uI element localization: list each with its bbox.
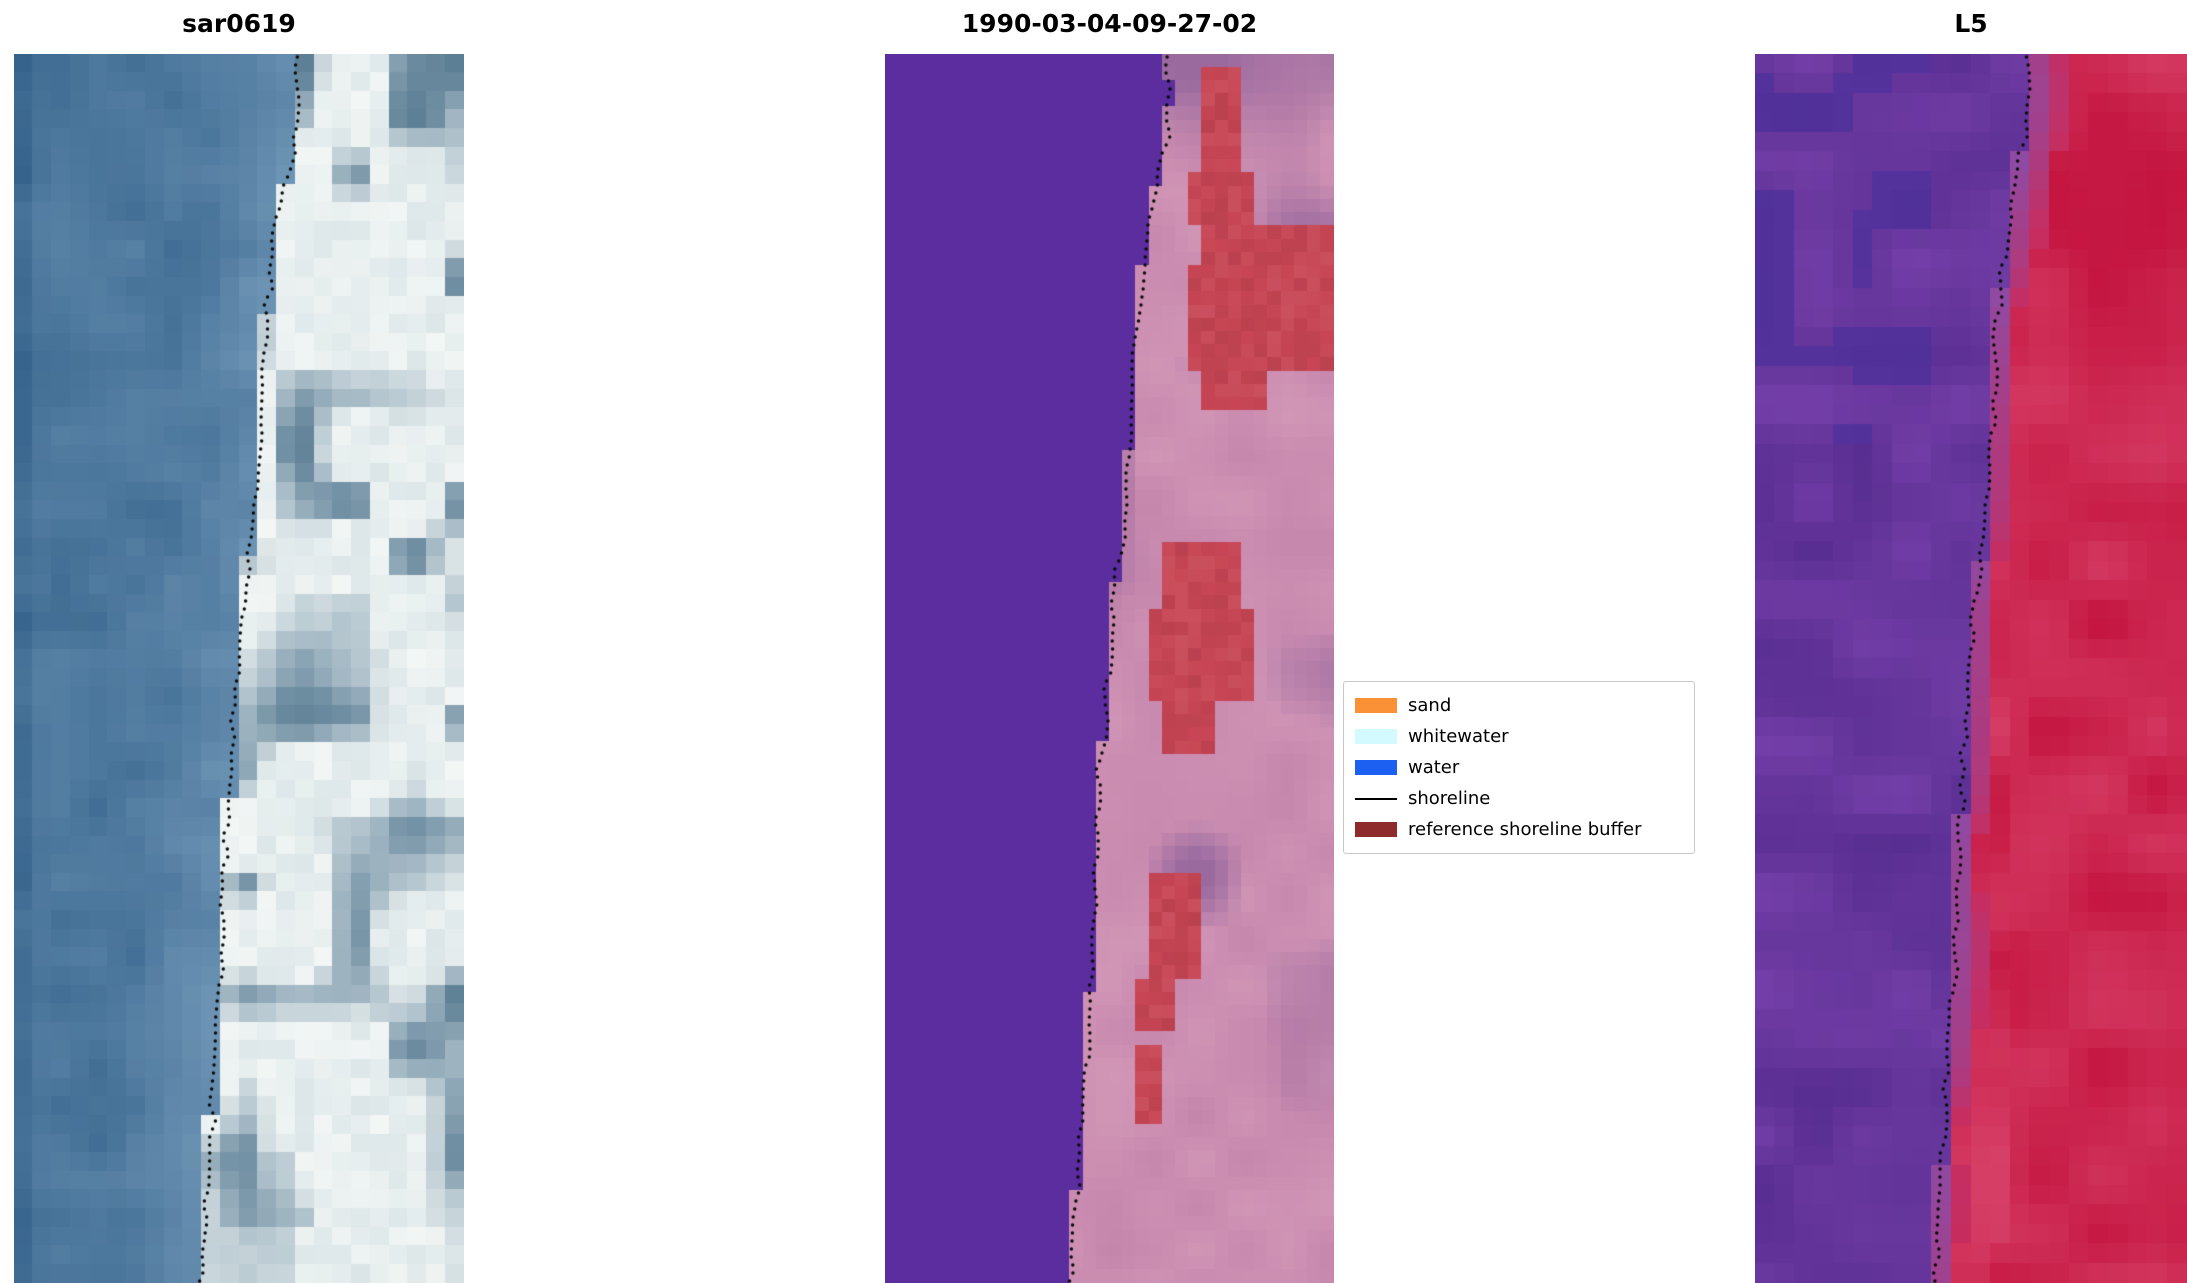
legend-item-shoreline: shoreline (1355, 783, 1683, 814)
legend-label-shoreline: shoreline (1408, 788, 1491, 809)
legend-label-sand: sand (1408, 695, 1452, 716)
legend-item-whitewater: whitewater (1355, 721, 1683, 752)
l5-image-panel (1755, 54, 2187, 1283)
legend-item-sand: sand (1355, 690, 1683, 721)
panel-title-l5: L5 (1954, 9, 1988, 38)
legend-item-water: water (1355, 752, 1683, 783)
whitewater-swatch (1355, 729, 1397, 744)
shoreline-line-swatch (1355, 797, 1397, 800)
legend-label-whitewater: whitewater (1408, 726, 1509, 747)
sar-image-panel (14, 54, 464, 1283)
panel-title-classification: 1990-03-04-09-27-02 (961, 9, 1258, 38)
panel-title-sar: sar0619 (182, 9, 296, 38)
legend-label-reference-shoreline-buffer: reference shoreline buffer (1408, 819, 1642, 840)
classification-image-panel (885, 54, 1334, 1283)
legend: sand whitewater water shoreline referenc… (1343, 681, 1695, 854)
legend-label-water: water (1408, 757, 1460, 778)
sand-swatch (1355, 698, 1397, 713)
reference-shoreline-buffer-swatch (1355, 822, 1397, 837)
legend-item-reference-shoreline-buffer: reference shoreline buffer (1355, 814, 1683, 845)
water-swatch (1355, 760, 1397, 775)
